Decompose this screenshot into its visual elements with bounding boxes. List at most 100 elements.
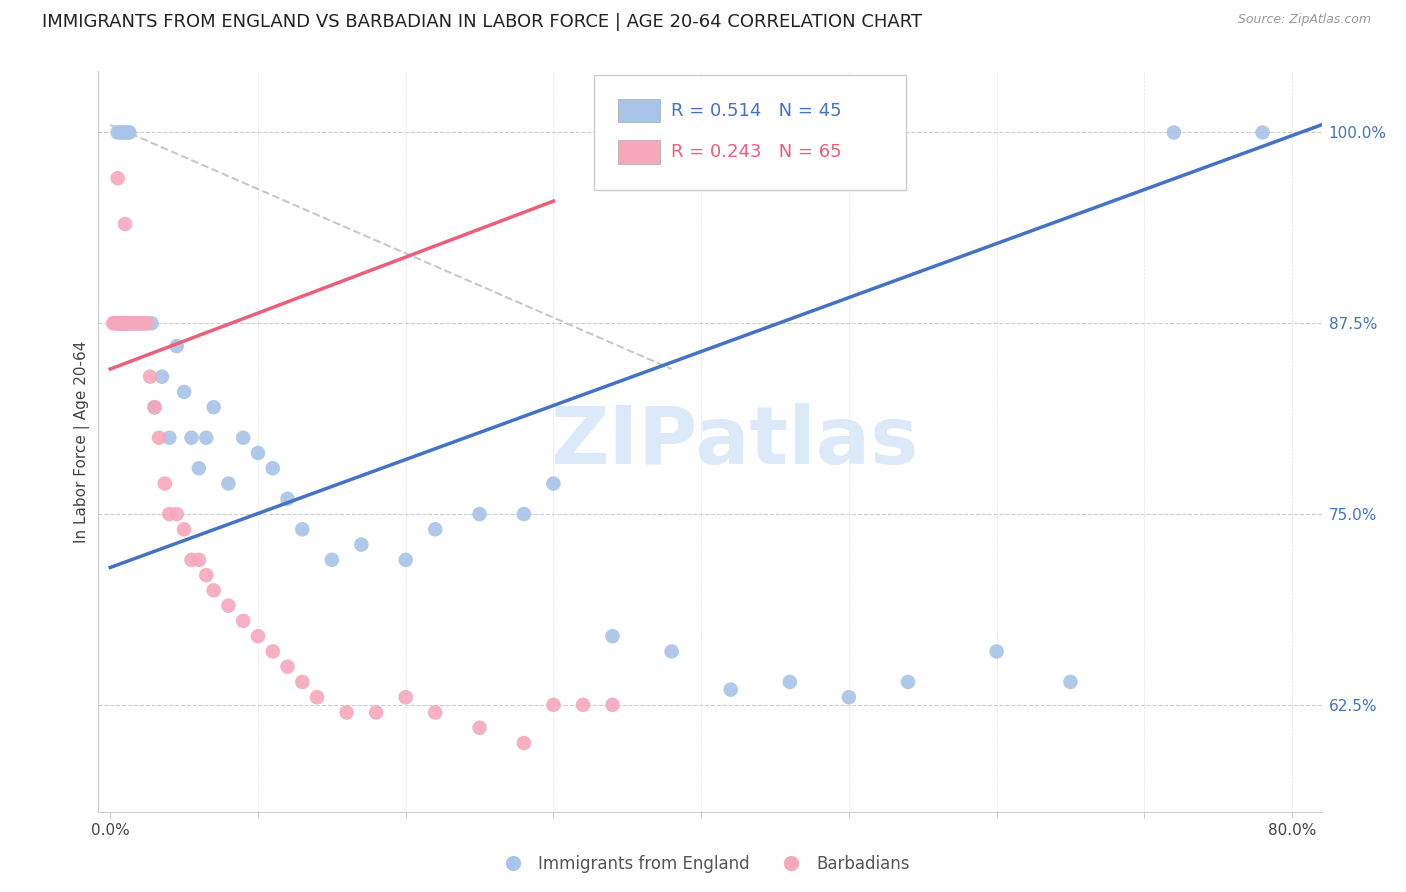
Point xyxy=(425,706,447,720)
Point xyxy=(120,316,142,330)
Point xyxy=(513,736,536,750)
Point xyxy=(187,461,209,475)
Point xyxy=(202,583,225,598)
Point xyxy=(720,682,742,697)
Point xyxy=(173,384,195,399)
Point xyxy=(117,316,139,330)
Point xyxy=(180,553,202,567)
Point xyxy=(180,431,202,445)
FancyBboxPatch shape xyxy=(593,75,905,190)
Point xyxy=(141,316,163,330)
Point xyxy=(276,659,298,673)
Point xyxy=(166,507,188,521)
Point xyxy=(114,316,136,330)
Text: IMMIGRANTS FROM ENGLAND VS BARBADIAN IN LABOR FORCE | AGE 20-64 CORRELATION CHAR: IMMIGRANTS FROM ENGLAND VS BARBADIAN IN … xyxy=(42,13,922,31)
Point xyxy=(543,698,565,712)
Point xyxy=(120,316,142,330)
Point xyxy=(1059,675,1081,690)
Point xyxy=(125,316,148,330)
Point xyxy=(838,690,860,705)
FancyBboxPatch shape xyxy=(619,140,659,164)
Point xyxy=(122,316,145,330)
Point xyxy=(262,644,284,658)
Point xyxy=(148,431,170,445)
Point xyxy=(139,369,162,384)
Point xyxy=(136,316,159,330)
Text: R = 0.514   N = 45: R = 0.514 N = 45 xyxy=(671,102,842,120)
Point xyxy=(395,553,418,567)
Point xyxy=(118,125,141,139)
Point xyxy=(1163,125,1185,139)
Point xyxy=(336,706,359,720)
Point xyxy=(107,316,129,330)
Point xyxy=(1251,125,1274,139)
Point xyxy=(291,675,314,690)
Point xyxy=(111,316,134,330)
Point xyxy=(143,400,166,414)
Point xyxy=(602,698,624,712)
Point xyxy=(125,316,148,330)
Text: Source: ZipAtlas.com: Source: ZipAtlas.com xyxy=(1237,13,1371,27)
Point xyxy=(262,461,284,475)
Point xyxy=(111,316,134,330)
Point xyxy=(128,316,150,330)
Point xyxy=(157,431,180,445)
Text: ZIPatlas: ZIPatlas xyxy=(550,402,918,481)
Point xyxy=(132,316,155,330)
Point xyxy=(195,568,218,582)
Point xyxy=(110,316,132,330)
Legend: Immigrants from England, Barbadians: Immigrants from England, Barbadians xyxy=(489,848,917,880)
Point xyxy=(111,316,134,330)
Point xyxy=(110,125,132,139)
Point xyxy=(136,316,159,330)
Point xyxy=(112,316,135,330)
Point xyxy=(114,316,136,330)
Point xyxy=(118,316,141,330)
Point xyxy=(217,599,239,613)
Point xyxy=(107,316,129,330)
Point xyxy=(543,476,565,491)
Point xyxy=(117,125,139,139)
Point xyxy=(246,446,269,460)
Point xyxy=(107,125,129,139)
Point xyxy=(107,171,129,186)
Point xyxy=(166,339,188,353)
Point xyxy=(115,316,138,330)
Point xyxy=(425,522,447,536)
Point xyxy=(291,522,314,536)
Point xyxy=(157,507,180,521)
Point xyxy=(103,316,125,330)
Point xyxy=(117,316,139,330)
Point xyxy=(118,316,141,330)
Point xyxy=(124,316,146,330)
Point xyxy=(232,614,254,628)
Point xyxy=(153,476,176,491)
Y-axis label: In Labor Force | Age 20-64: In Labor Force | Age 20-64 xyxy=(75,341,90,542)
Point xyxy=(112,316,135,330)
Point xyxy=(395,690,418,705)
Point xyxy=(232,431,254,445)
Point xyxy=(779,675,801,690)
Point xyxy=(572,698,595,712)
Point xyxy=(121,316,143,330)
Point xyxy=(195,431,218,445)
Point xyxy=(114,316,136,330)
Point xyxy=(468,721,491,735)
Point xyxy=(129,316,152,330)
Point xyxy=(122,316,145,330)
Point xyxy=(276,491,298,506)
Point xyxy=(246,629,269,643)
Point xyxy=(111,125,134,139)
Point xyxy=(115,316,138,330)
Point xyxy=(108,316,131,330)
Point xyxy=(110,316,132,330)
Point xyxy=(108,316,131,330)
Point xyxy=(986,644,1008,658)
Point xyxy=(114,217,136,231)
Point xyxy=(350,538,373,552)
Point xyxy=(132,316,155,330)
Point xyxy=(202,400,225,414)
Point xyxy=(112,316,135,330)
FancyBboxPatch shape xyxy=(619,99,659,122)
Point xyxy=(150,369,173,384)
